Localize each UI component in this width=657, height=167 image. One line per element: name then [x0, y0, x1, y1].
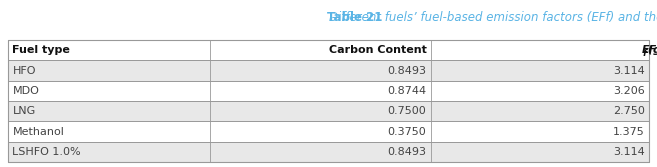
Text: Methanol: Methanol: [12, 127, 64, 136]
Text: (g CO₂/g fuel): (g CO₂/g fuel): [643, 45, 657, 55]
Bar: [8, 142, 649, 162]
Text: MDO: MDO: [12, 86, 39, 96]
Text: 3.114: 3.114: [613, 147, 645, 157]
Text: 0.8493: 0.8493: [388, 66, 426, 75]
Text: 2.750: 2.750: [612, 106, 645, 116]
Text: 0.3750: 0.3750: [388, 127, 426, 136]
Text: Fuel type: Fuel type: [12, 45, 70, 55]
Text: –: –: [328, 11, 342, 24]
Text: 0.7500: 0.7500: [388, 106, 426, 116]
Text: Table 21: Table 21: [327, 11, 382, 24]
Bar: [8, 40, 649, 162]
Bar: [8, 101, 649, 121]
Text: 0.8493: 0.8493: [388, 147, 426, 157]
Text: HFO: HFO: [12, 66, 36, 75]
Bar: [8, 40, 649, 60]
Text: 3.206: 3.206: [613, 86, 645, 96]
Text: f: f: [643, 49, 646, 58]
Bar: [8, 81, 649, 101]
Text: Carbon Content: Carbon Content: [328, 45, 426, 55]
Text: 0.8744: 0.8744: [388, 86, 426, 96]
Text: 1.375: 1.375: [613, 127, 645, 136]
Text: LNG: LNG: [12, 106, 35, 116]
Text: EF: EF: [641, 45, 657, 55]
Text: 3.114: 3.114: [613, 66, 645, 75]
Bar: [8, 60, 649, 81]
Text: Different fuels’ fuel-based emission factors (EFf) and their carbon content: Different fuels’ fuel-based emission fac…: [329, 11, 657, 24]
Text: LSHFO 1.0%: LSHFO 1.0%: [12, 147, 81, 157]
Bar: [8, 121, 649, 142]
